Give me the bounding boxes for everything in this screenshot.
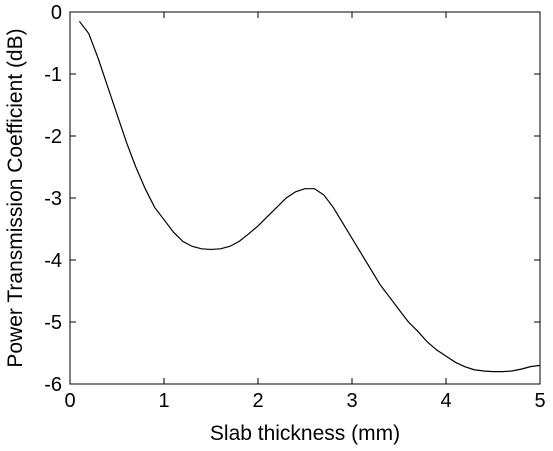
- series-line: [78, 20, 541, 373]
- y-tick-label: -1: [44, 64, 62, 86]
- y-tick-label: -6: [44, 374, 62, 396]
- plot-frame: [69, 11, 541, 385]
- x-ticks: 0 1 2 3 4 5: [64, 12, 546, 412]
- x-tick-label: 4: [440, 390, 451, 412]
- y-axis-label: Power Transmission Coefficient (dB): [4, 28, 27, 367]
- x-tick-label: 0: [64, 390, 75, 412]
- y-tick-label: -4: [44, 250, 62, 272]
- x-tick-label: 1: [158, 390, 169, 412]
- x-tick-label: 5: [534, 390, 545, 412]
- y-tick-label: -3: [44, 188, 62, 210]
- y-tick-label: -2: [44, 126, 62, 148]
- x-tick-label: 2: [252, 390, 263, 412]
- y-tick-label: -5: [44, 312, 62, 334]
- y-ticks: 0 -1 -2 -3 -4 -5 -6: [44, 2, 540, 396]
- x-axis-label: Slab thickness (mm): [210, 422, 400, 445]
- y-tick-label: 0: [51, 2, 62, 24]
- x-tick-label: 3: [346, 390, 357, 412]
